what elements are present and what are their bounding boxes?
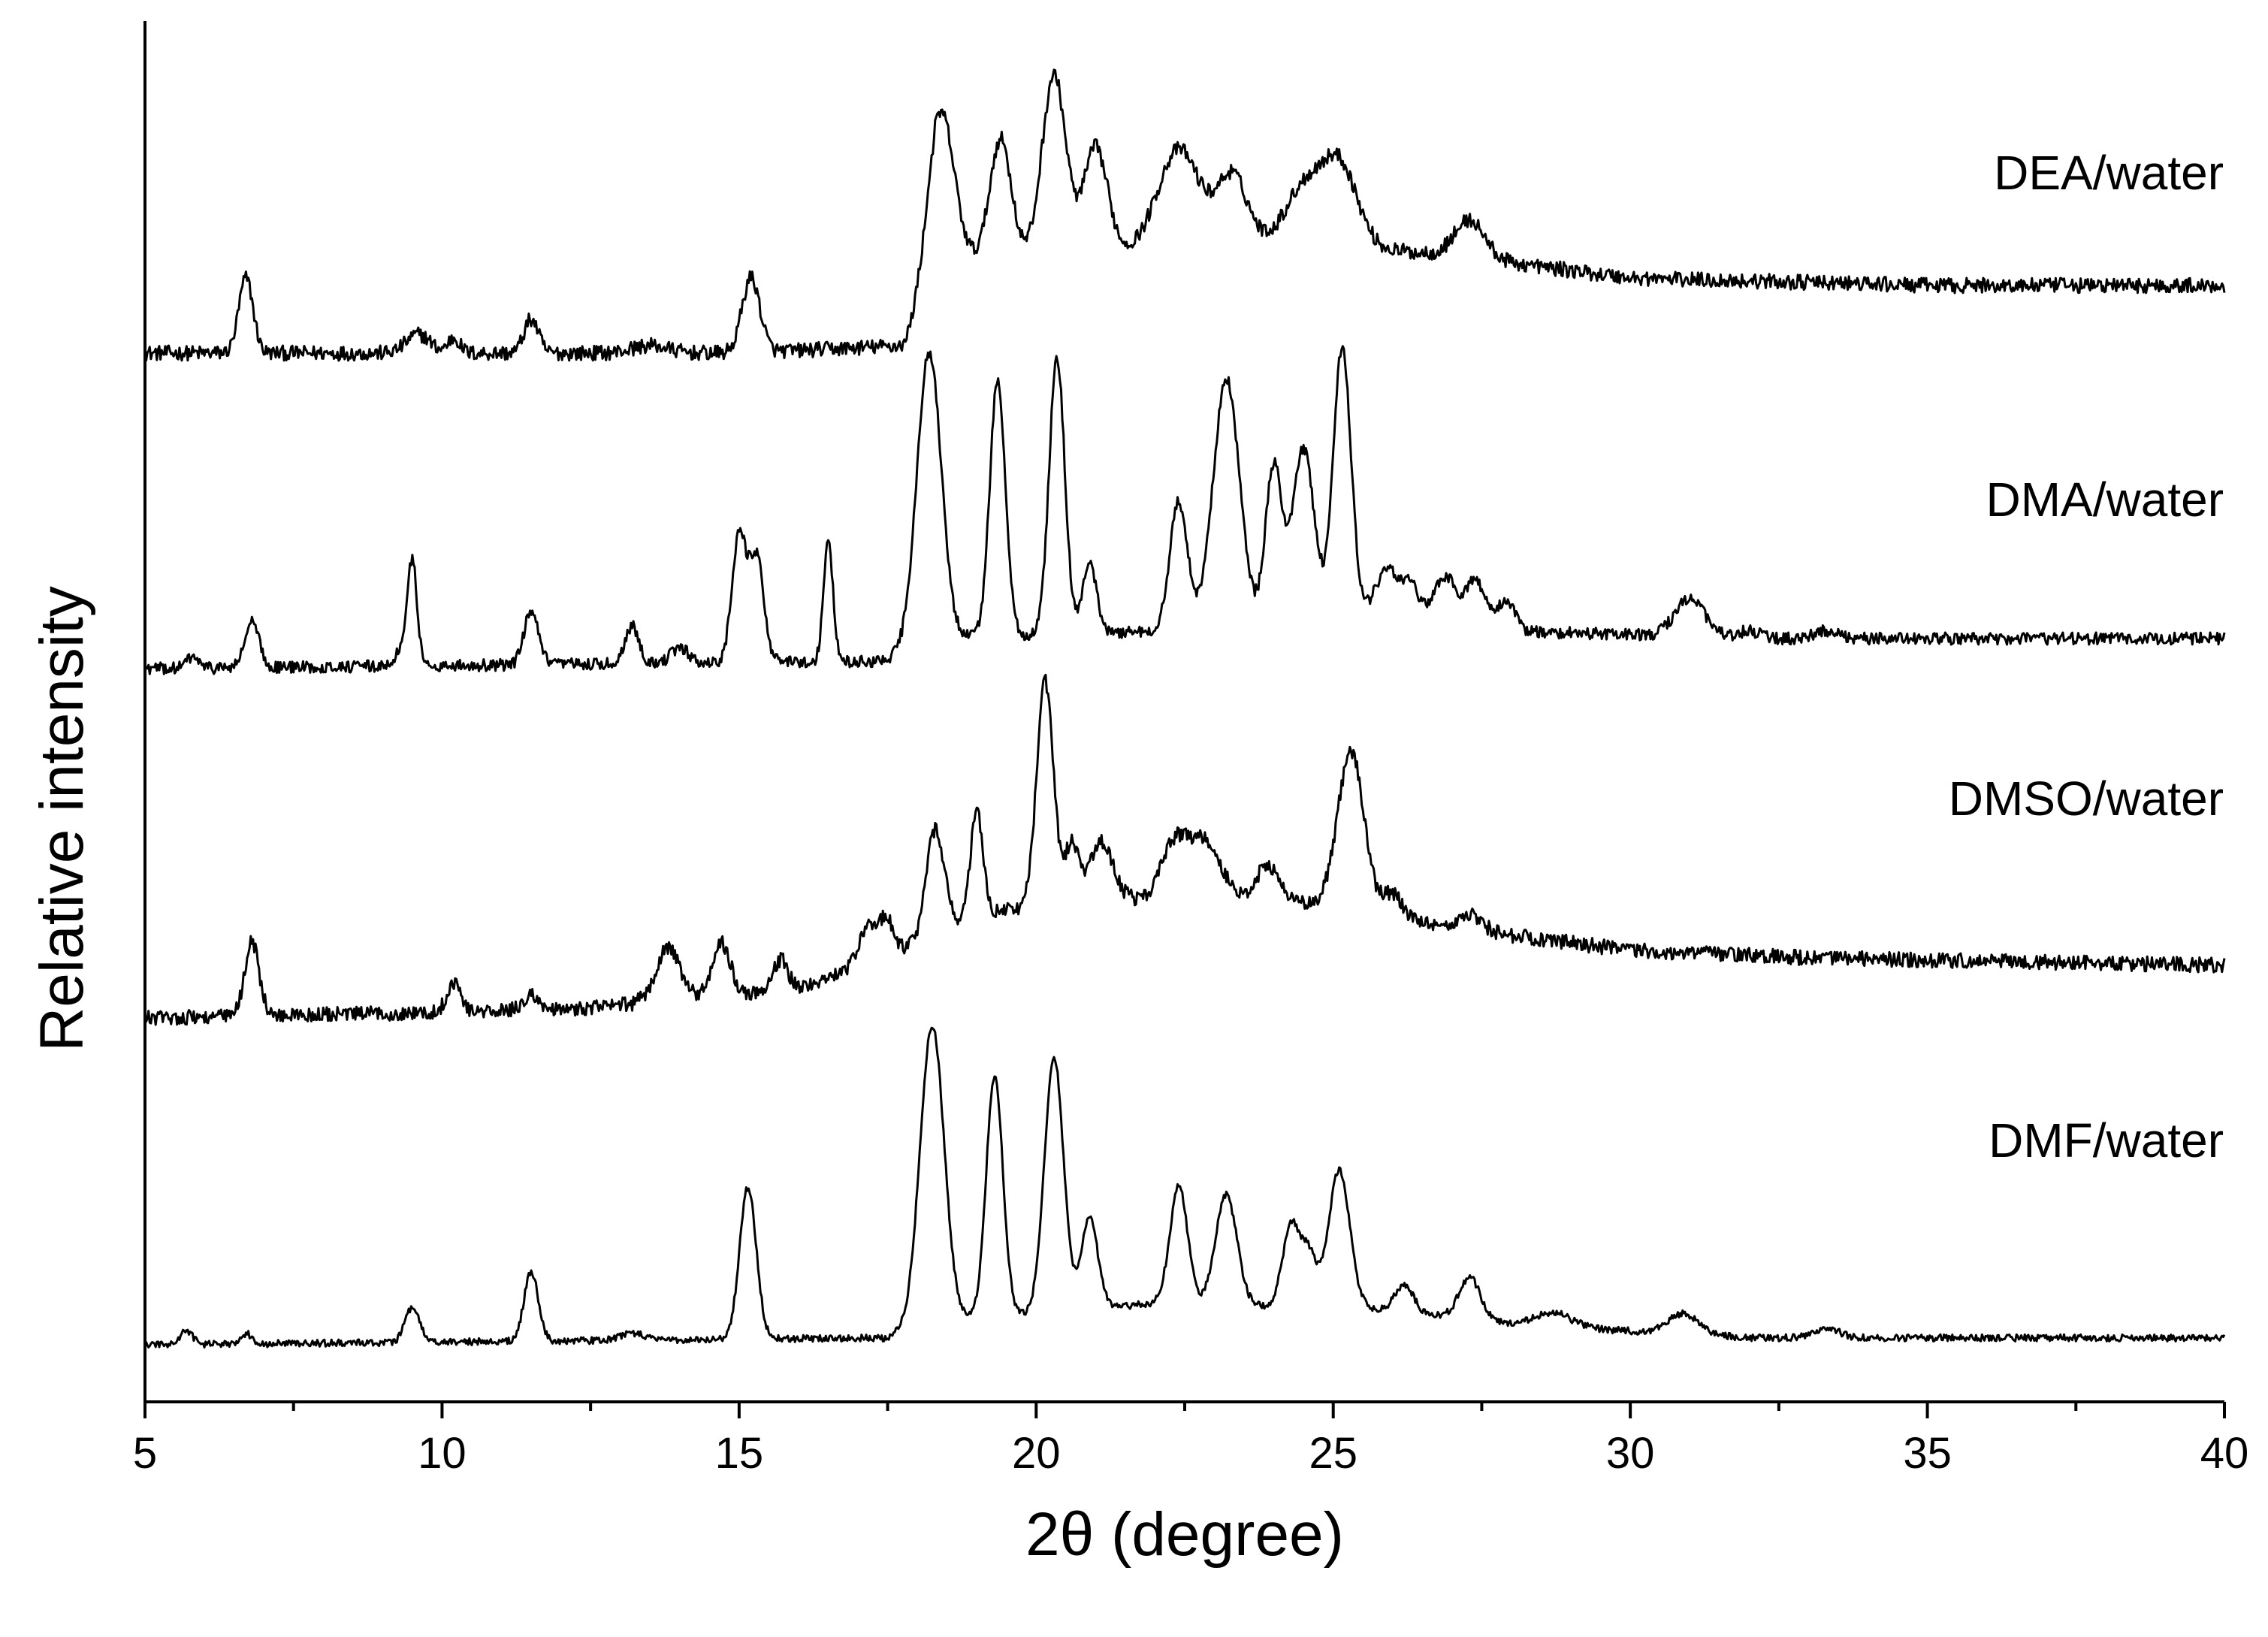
series-labels: DEA/water DMA/water DMSO/water DMF/water [1949, 146, 2224, 1167]
x-tick-label: 5 [133, 1429, 157, 1478]
y-axis-title: Relative intensity [28, 586, 96, 1052]
x-tick-label: 30 [1606, 1429, 1655, 1478]
x-tick-label: 35 [1903, 1429, 1952, 1478]
x-axis-title: 2θ (degree) [1025, 1500, 1344, 1569]
series-label: DMF/water [1989, 1113, 2224, 1167]
x-tick-label: 15 [715, 1429, 764, 1478]
x-tick-label: 20 [1012, 1429, 1061, 1478]
traces [143, 68, 2226, 1349]
series-label: DMA/water [1986, 473, 2224, 527]
series-label: DMSO/water [1949, 772, 2224, 826]
trace-dea-water [144, 68, 2226, 362]
series-label: DEA/water [1994, 146, 2224, 200]
x-tick-label: 10 [418, 1429, 467, 1478]
trace-dmso-water [143, 673, 2226, 1026]
x-tick-label: 40 [2200, 1429, 2249, 1478]
trace-dmf-water [143, 1026, 2226, 1349]
x-ticks: 5 10 15 20 25 30 35 40 [133, 1402, 2248, 1478]
x-tick-label: 25 [1309, 1429, 1357, 1478]
trace-dma-water [143, 345, 2226, 675]
